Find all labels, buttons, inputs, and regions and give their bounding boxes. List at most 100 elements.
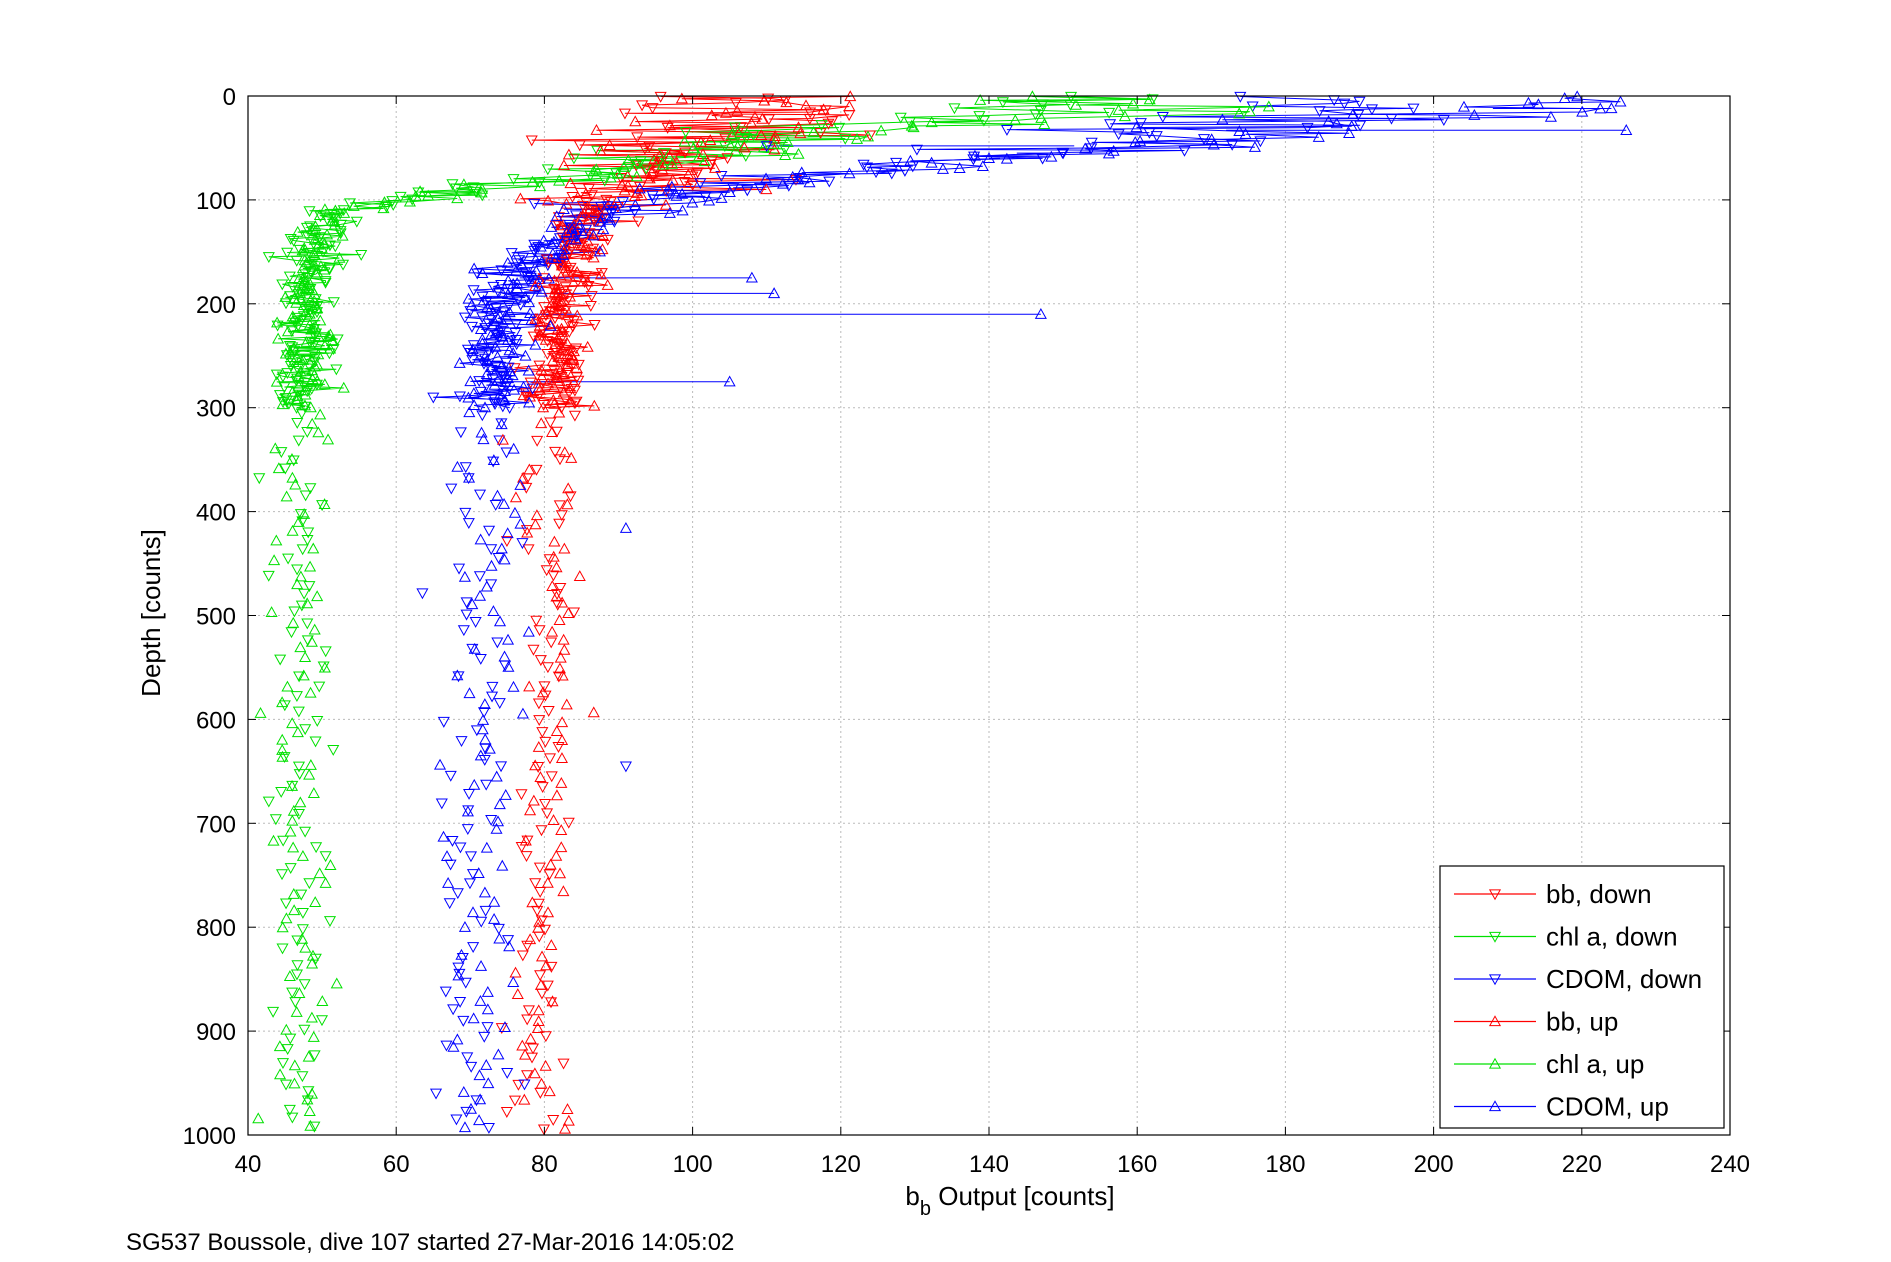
data-point [533,625,546,637]
data-point [478,886,491,898]
legend: bb, down chl a, down CDOM, down bb, up chl a… [1439,865,1725,1129]
data-point [289,478,302,490]
data-point [568,398,581,410]
x-tick-label: 180 [1265,1151,1305,1178]
data-point [757,141,770,153]
data-point [529,253,542,265]
data-point [656,163,669,175]
data-point [776,177,790,189]
data-point [327,297,340,309]
data-point [541,164,554,176]
data-point [1254,136,1267,148]
data-point [514,478,527,490]
data-point [465,298,478,310]
data-point [656,158,669,170]
data-point [498,1021,512,1033]
data-point [745,116,758,128]
data-point [304,759,317,770]
data-point [1146,94,1159,106]
data-point [453,391,466,403]
data-point [507,680,520,692]
data-point [287,616,300,628]
data-point [611,167,624,179]
data-point [925,116,938,128]
data-point [977,115,990,127]
legend-label: bb, up [1546,1007,1618,1037]
data-point [529,518,542,530]
data-point [491,350,504,362]
data-point [548,313,562,325]
data-point [273,390,287,402]
data-point [305,1011,318,1023]
data-point [485,544,498,556]
data-point [535,1077,548,1089]
data-point [496,401,509,413]
data-point [313,209,326,220]
data-point [457,625,470,637]
data-point [297,299,310,310]
data-point [444,770,457,782]
data-point [1216,113,1229,125]
profile-line [459,96,1621,409]
data-point [322,330,335,341]
data-point [474,1093,487,1105]
data-point [463,471,476,483]
data-point [333,251,346,263]
data-point [578,277,591,288]
data-point [739,132,753,144]
data-point [550,849,563,861]
data-point [319,646,332,658]
data-point [511,282,524,293]
data-point [460,609,473,621]
data-point [475,916,488,928]
data-point [555,219,569,231]
data-point [527,269,540,281]
data-point [694,136,707,148]
data-point [588,399,601,411]
data-point [308,356,321,368]
data-point [457,178,470,190]
data-point [334,228,347,240]
data-point [565,285,578,297]
data-point [509,328,522,339]
outlier-point [760,141,773,153]
data-point [778,144,792,156]
data-point [451,888,464,900]
data-point [508,383,521,395]
data-point [553,174,566,186]
data-point [495,761,508,773]
data-point [275,787,288,798]
data-point [598,175,611,187]
data-point [476,312,489,324]
data-point [462,391,475,403]
data-point [1522,96,1535,108]
data-point [489,326,502,338]
data-point [290,351,303,363]
data-point [315,241,328,253]
data-point [454,997,467,1008]
data-point [507,442,520,454]
data-point [537,686,550,698]
data-point [510,258,523,270]
data-point [464,851,478,863]
data-point [535,825,548,837]
y-tick-label: 500 [196,604,236,631]
data-point [565,451,578,463]
data-point [580,248,593,260]
data-point [551,599,564,611]
data-point [292,379,305,391]
data-point [666,157,679,169]
data-point [1127,97,1140,109]
data-point [308,294,321,306]
outlier-point [619,761,632,773]
data-point [543,869,556,881]
outlier-point [982,152,996,163]
data-point [488,895,501,907]
data-point [556,669,569,681]
data-point [525,313,538,325]
data-point [532,242,545,254]
data-point [309,267,322,279]
data-point [457,1085,470,1097]
data-point [318,263,331,275]
